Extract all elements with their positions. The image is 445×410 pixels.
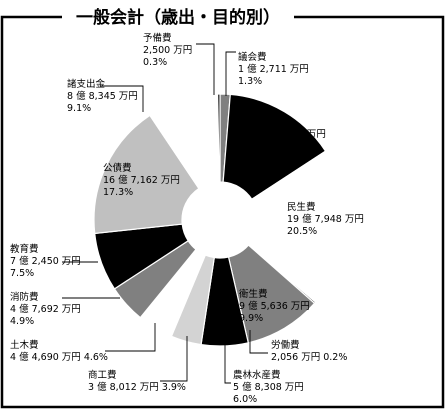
slice-label-amount: 5 億 8,308 万円 bbox=[233, 381, 304, 393]
pie-slice-13 bbox=[217, 93, 221, 183]
slice-label-amount: 14 億 3,790 万円 bbox=[249, 128, 326, 140]
pie-slice-11 bbox=[93, 114, 200, 235]
slice-label-amount: 19 億 7,948 万円 bbox=[287, 213, 364, 225]
slice-label-name: 議会費 bbox=[238, 51, 267, 63]
leader-line-13 bbox=[196, 43, 215, 95]
chart-border bbox=[0, 15, 445, 409]
slice-label-percent: 6.0% bbox=[233, 394, 257, 405]
slice-label-name: 民生費 bbox=[287, 201, 316, 213]
slice-label-name: 消防費 bbox=[10, 291, 39, 303]
leader-line-4 bbox=[249, 330, 268, 354]
title-background bbox=[62, 4, 294, 30]
chart-title: 一般会計（歳出・目的別） bbox=[76, 7, 280, 28]
slice-label-name: 予備費 bbox=[143, 32, 172, 44]
slice-label-name: 衛生費 bbox=[239, 288, 268, 300]
slice-label-name: 総務費 bbox=[249, 116, 278, 128]
slice-label-amount: 8 億 8,345 万円 bbox=[67, 90, 138, 102]
slice-label-name: 農林水産費 bbox=[233, 369, 281, 381]
slice-label-amount-percent: 4 億 4,690 万円 4.6% bbox=[10, 351, 108, 363]
slice-label-amount-percent: 3 億 8,012 万円 3.9% bbox=[88, 381, 186, 393]
slice-label-percent: 17.3% bbox=[103, 187, 133, 198]
slice-label-name: 土木費 bbox=[10, 339, 39, 351]
pie-slice-3 bbox=[247, 150, 347, 303]
slice-label-amount: 16 億 7,162 万円 bbox=[103, 174, 180, 186]
slice-label-amount-percent: 2,056 万円 0.2% bbox=[271, 352, 347, 363]
leader-line-6 bbox=[224, 340, 231, 384]
slice-label-amount: 2,500 万円 bbox=[143, 45, 192, 56]
slice-label-percent: 9.9% bbox=[239, 313, 263, 324]
slice-label-name: 公債費 bbox=[103, 162, 132, 174]
slice-label-name: 労働費 bbox=[271, 339, 300, 351]
leader-line-12 bbox=[100, 85, 144, 112]
slice-label-name: 諸支出金 bbox=[67, 78, 106, 90]
slice-label-percent: 14.5% bbox=[249, 141, 279, 152]
leader-line-7 bbox=[160, 336, 188, 382]
slice-label-amount: 7 億 2,450 万円 bbox=[10, 255, 81, 267]
slice-label-percent: 20.5% bbox=[287, 226, 317, 237]
slice-label-name: 商工費 bbox=[88, 369, 117, 381]
slice-label-percent: 0.3% bbox=[143, 57, 167, 68]
slice-label-amount: 1 億 2,711 万円 bbox=[238, 63, 309, 75]
slice-label-percent: 9.1% bbox=[67, 103, 91, 114]
slice-label-name: 教育費 bbox=[10, 243, 39, 255]
leader-line-8 bbox=[105, 323, 156, 352]
pie-slice-2 bbox=[222, 93, 327, 201]
slice-label-amount: 4 億 7,692 万円 bbox=[10, 303, 81, 315]
slice-label-amount: 9 億 5,636 万円 bbox=[239, 300, 310, 312]
slice-label-percent: 1.3% bbox=[238, 76, 262, 87]
slice-label-percent: 4.9% bbox=[10, 316, 34, 327]
slice-label-percent: 7.5% bbox=[10, 268, 34, 279]
leader-line-1 bbox=[225, 51, 236, 96]
